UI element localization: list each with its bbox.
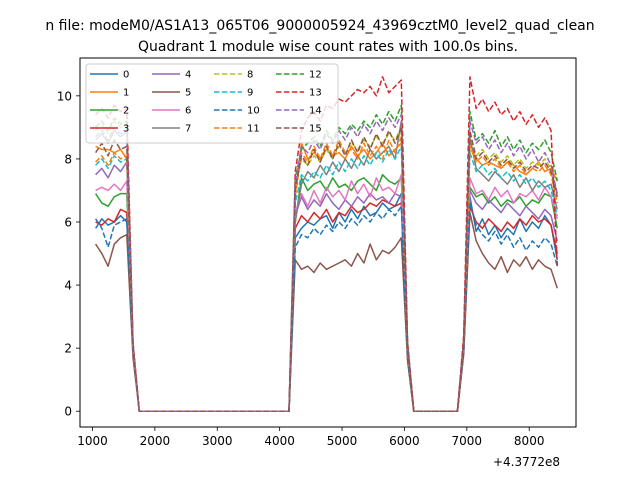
y-tick-label: 0 [64, 405, 72, 419]
series-line-9 [95, 145, 559, 412]
series-line-8 [95, 120, 559, 412]
legend-label-2: 2 [123, 106, 129, 117]
x-tick-label: 7000 [452, 434, 483, 448]
legend-label-12: 12 [309, 70, 322, 81]
legend-label-1: 1 [123, 88, 129, 99]
axis-ticks: 1000 2000 3000 4000 5000 6000 7000 8000 0 2 4 6 8 10 [57, 89, 545, 448]
chart-title: Quadrant 1 module wise count rates with … [138, 39, 518, 55]
y-tick-label: 10 [57, 89, 72, 103]
series-line-1 [95, 142, 558, 412]
y-tick-label: 4 [64, 279, 72, 293]
x-tick-label: 8000 [514, 434, 545, 448]
plot-area-frame [79, 57, 577, 428]
series-line-13 [95, 76, 559, 412]
x-tick-label: 4000 [264, 434, 295, 448]
series-layer [94, 76, 559, 412]
legend-label-5: 5 [185, 88, 191, 99]
series-line-5 [94, 211, 558, 412]
x-tick-label: 6000 [389, 434, 420, 448]
legend-label-8: 8 [247, 70, 253, 81]
x-tick-label: 2000 [140, 434, 171, 448]
x-tick-label: 1000 [77, 434, 108, 448]
x-axis-offset-label: +4.3772e8 [493, 455, 560, 469]
x-tick-label: 5000 [327, 434, 358, 448]
x-tick-label: 3000 [202, 434, 233, 448]
y-tick-label: 2 [64, 342, 72, 356]
legend-box [85, 63, 339, 144]
y-tick-label: 6 [64, 216, 72, 230]
legend-label-9: 9 [247, 88, 253, 99]
series-line-11 [95, 136, 559, 412]
legend-label-7: 7 [185, 124, 191, 135]
series-line-12 [95, 104, 559, 412]
legend-label-14: 14 [309, 106, 322, 117]
legend-label-3: 3 [123, 124, 129, 135]
legend-label-15: 15 [309, 124, 322, 135]
legend-label-11: 11 [247, 124, 260, 135]
legend-label-4: 4 [185, 70, 191, 81]
y-tick-label: 8 [64, 152, 72, 166]
legend-label-13: 13 [309, 88, 322, 99]
legend-label-6: 6 [185, 106, 191, 117]
series-line-15 [94, 126, 559, 412]
legend-label-0: 0 [123, 70, 129, 81]
legend-label-10: 10 [247, 106, 260, 117]
figure-suptitle: n file: modeM0/AS1A13_065T06_9000005924_… [45, 18, 594, 34]
